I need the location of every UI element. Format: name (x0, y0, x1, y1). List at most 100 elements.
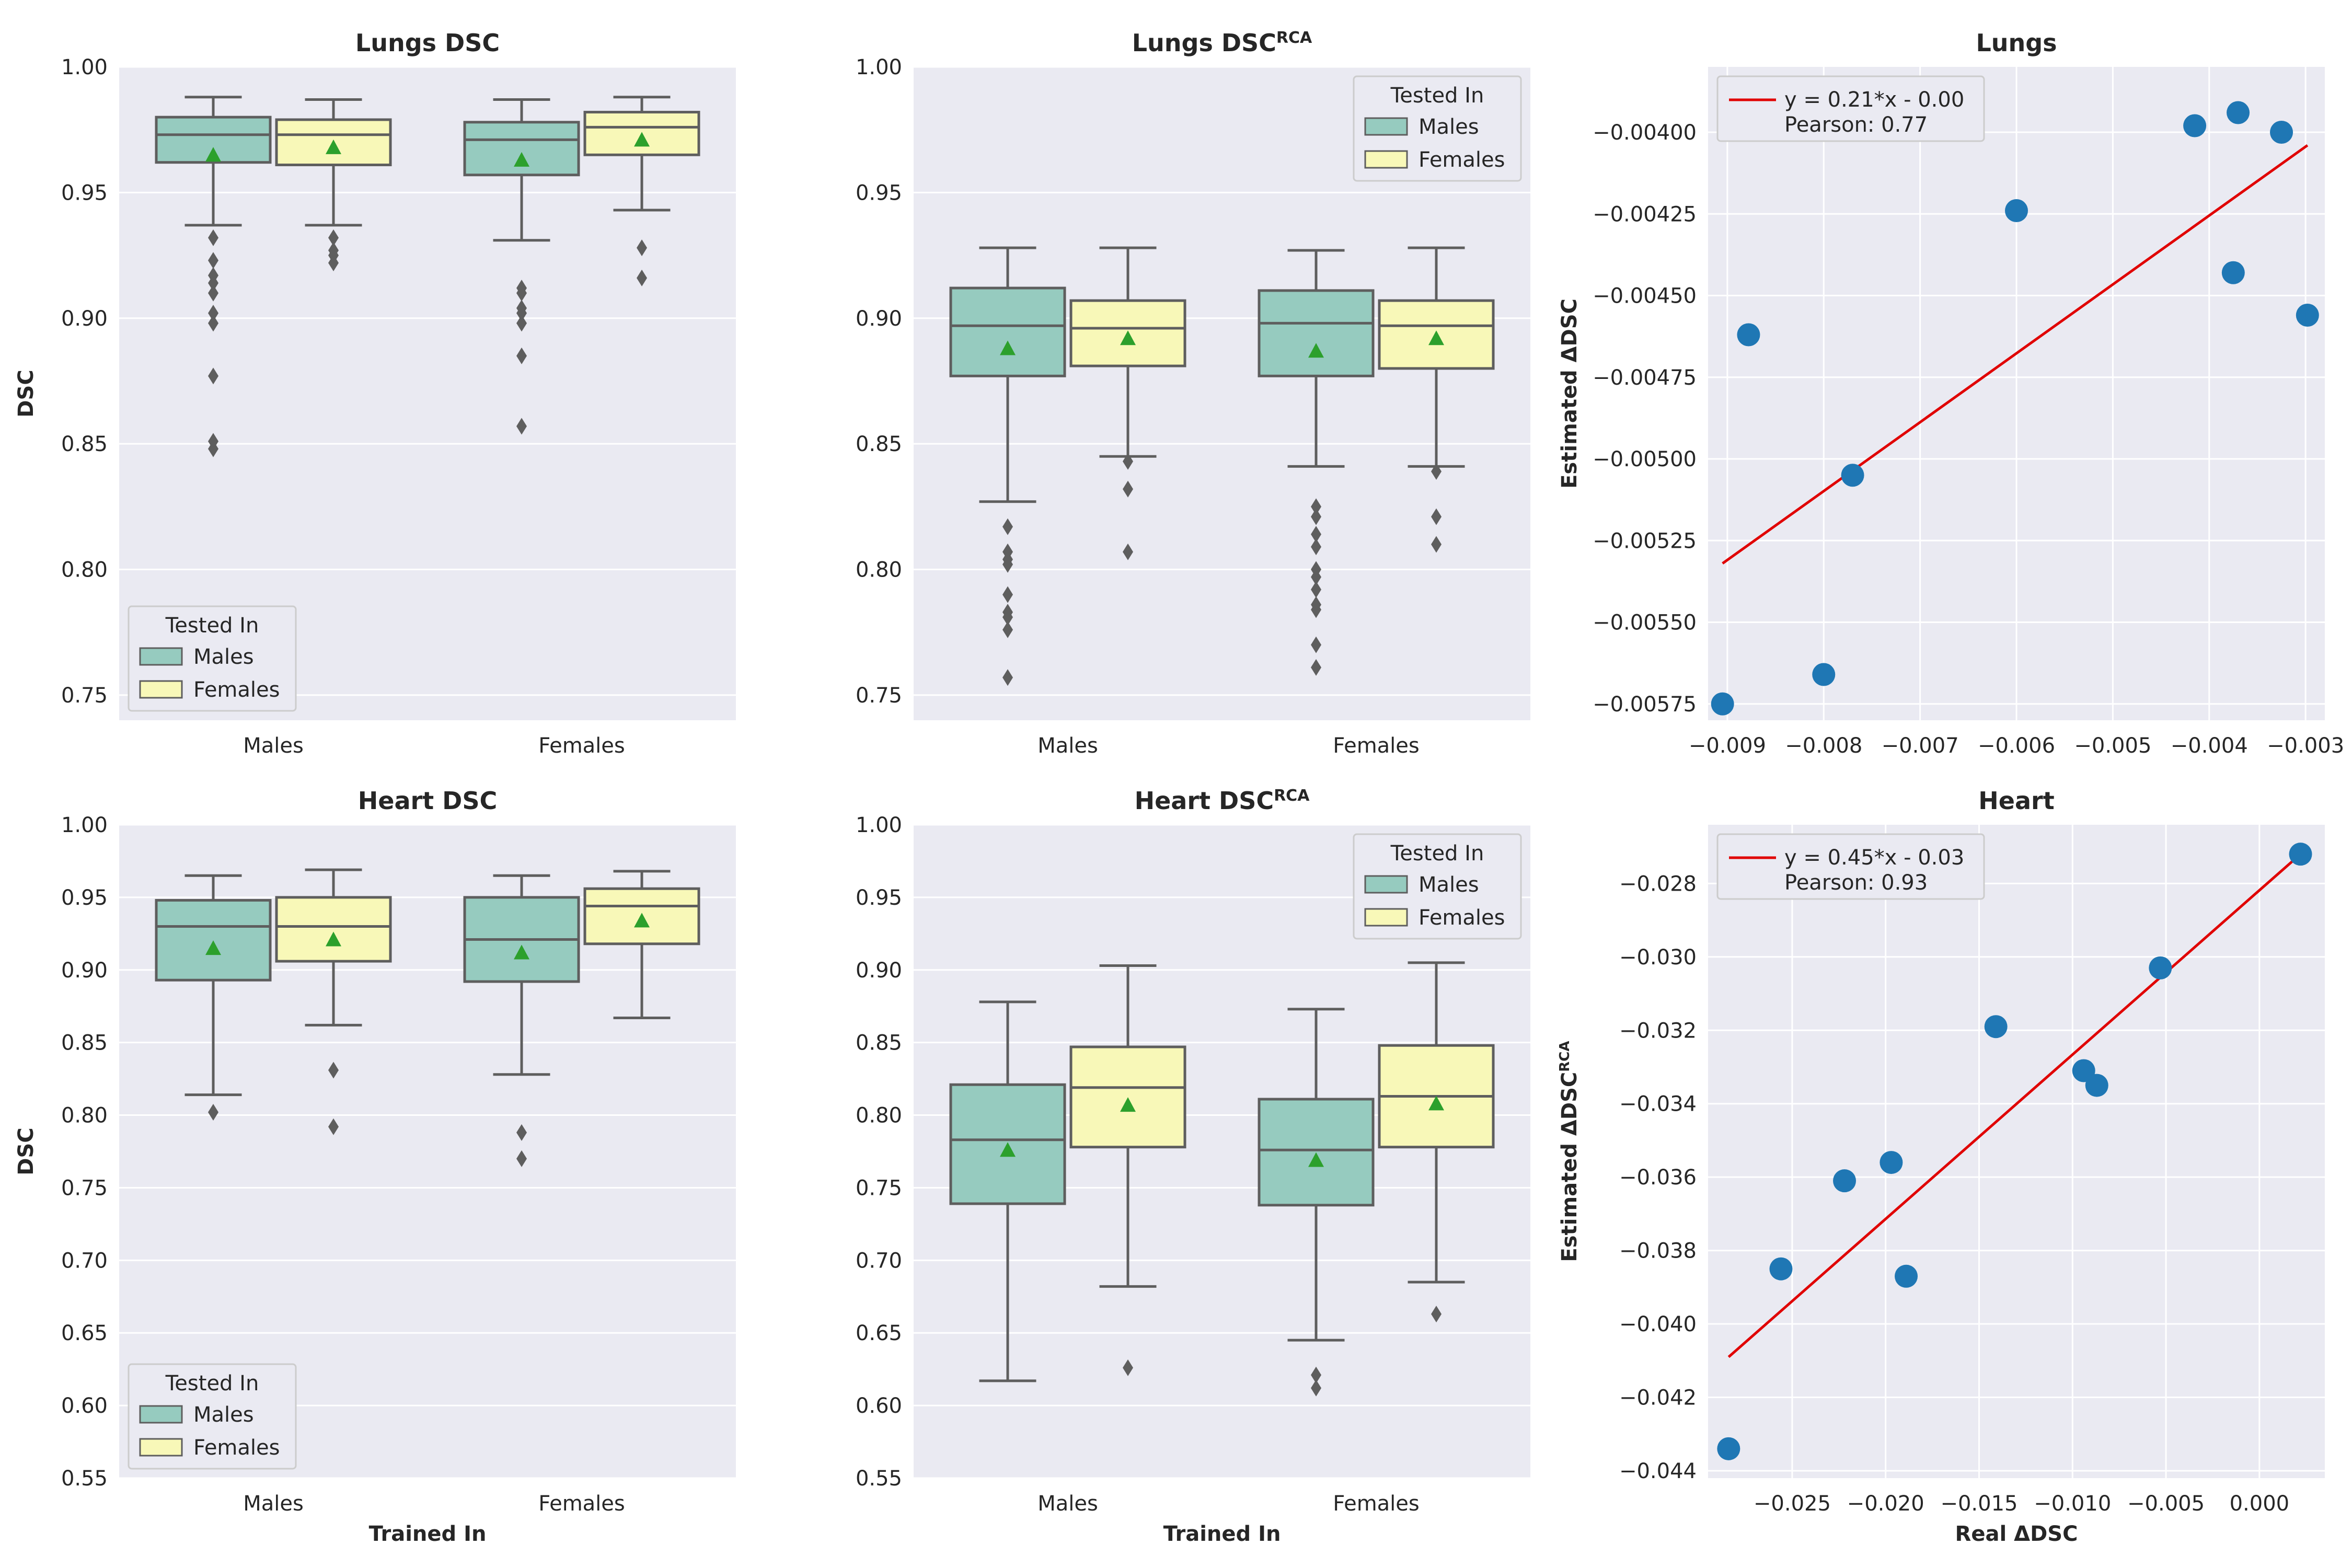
y-tick-label: 0.60 (61, 1394, 108, 1418)
box-females-tested-males (463, 98, 580, 435)
legend-frame (1716, 833, 1985, 900)
y-tick-label: −0.032 (1619, 1019, 1697, 1043)
ylabel-superscript: RCA (1557, 1041, 1573, 1071)
outlier-point (1002, 669, 1013, 686)
plot-area: −0.044 −0.042 −0.040 −0.038 −0.036 −0.034 −0.0… (1619, 825, 2325, 1516)
y-tick-label: 0.85 (856, 1031, 902, 1055)
box-females-tested-females (583, 870, 700, 1019)
outlier-point (208, 229, 218, 246)
y-tick-label: 0.85 (61, 432, 108, 456)
x-tick-label: −0.010 (2034, 1492, 2111, 1516)
tick-labels: 0.75 0.80 0.85 0.90 0.95 1.00 Males Females (61, 55, 625, 758)
scatter-point (2072, 1059, 2095, 1082)
y-axis-label: Estimated ΔDSCRCA (1557, 1041, 1582, 1262)
scatter-point (2289, 843, 2312, 866)
legend-title: Tested In (1390, 84, 1484, 108)
legend: Tested In Males Females (1353, 75, 1522, 182)
outlier-point (208, 315, 218, 332)
x-axis-label: Trained In (1163, 1522, 1281, 1546)
mean-marker (326, 139, 341, 154)
x-tick-label: −0.025 (1754, 1492, 1831, 1516)
x-tick-label: Males (243, 734, 304, 758)
outlier-point (1311, 538, 1321, 556)
box-iqr (1258, 289, 1375, 377)
legend-swatch-females (139, 1438, 183, 1457)
panel-lungs-dsc: 0.75 0.80 0.85 0.90 0.95 1.00 Males Females Lun… (14, 29, 736, 758)
outlier-point (1311, 601, 1321, 618)
y-tick-label: −0.044 (1619, 1459, 1697, 1483)
title-main: Lungs DSC (355, 29, 500, 57)
outlier-point (328, 1062, 339, 1079)
outlier-point (1431, 1306, 1442, 1323)
box-females-tested-females (583, 96, 700, 286)
legend: Tested In Males Females (1353, 833, 1522, 940)
y-tick-label: 0.60 (856, 1394, 902, 1418)
box-males-tested-females (1069, 246, 1186, 560)
y-tick-label: −0.00400 (1593, 121, 1697, 145)
y-tick-label: 0.95 (856, 181, 902, 205)
x-axis-label: Trained In (369, 1522, 487, 1546)
gridlines (1708, 825, 2325, 1478)
y-tick-label: −0.036 (1619, 1166, 1697, 1190)
box-males-tested-females (275, 98, 392, 271)
legend-label-males: Males (1419, 873, 1479, 897)
x-tick-label: Females (1333, 734, 1419, 758)
mean-marker (634, 913, 650, 928)
scatter-point (1812, 663, 1836, 686)
title-main: Lungs (1976, 29, 2057, 57)
title-main: Heart (1978, 787, 2054, 815)
outlier-point (1311, 659, 1321, 676)
y-tick-label: −0.00450 (1593, 284, 1697, 308)
scatter-points (1717, 843, 2312, 1460)
axes-background (1708, 825, 2325, 1478)
x-tick-label: −0.020 (1847, 1492, 1924, 1516)
title-main: Heart DSC (358, 787, 498, 815)
plot-area: 0.75 0.80 0.85 0.90 0.95 1.00 Males Females (856, 55, 1530, 758)
legend-label-females: Females (193, 678, 280, 702)
y-tick-label: 0.80 (61, 558, 108, 582)
panel-heart-scatter: −0.044 −0.042 −0.040 −0.038 −0.036 −0.034 −0.0… (1557, 787, 2325, 1546)
panel-title: Lungs DSCRCA (1132, 29, 1312, 57)
mean-marker (514, 944, 529, 960)
box-females-tested-females (1378, 961, 1495, 1323)
y-axis-label: DSC (14, 1127, 38, 1175)
ylabel-main: Estimated ΔDSC (1558, 298, 1582, 489)
x-tick-label: Males (1037, 1492, 1098, 1516)
outlier-point (516, 305, 527, 322)
y-tick-label: 0.90 (61, 307, 108, 331)
y-tick-label: 1.00 (61, 813, 108, 837)
legend-equation: y = 0.21*x - 0.00 (1784, 88, 1964, 112)
outlier-point (1311, 581, 1321, 598)
panel-title: Heart (1978, 787, 2054, 815)
box-iqr (463, 121, 580, 177)
legend-label-females: Females (193, 1436, 280, 1460)
y-tick-label: 0.85 (856, 432, 902, 456)
mean-marker (1000, 340, 1016, 355)
box-iqr (155, 898, 272, 982)
outlier-point (1002, 586, 1013, 603)
scatter-point (2227, 101, 2250, 124)
y-tick-label: 0.75 (61, 1176, 108, 1200)
y-tick-label: 1.00 (61, 55, 108, 79)
regression-line (1727, 853, 2302, 1358)
legend-swatch-females (1364, 150, 1408, 169)
y-tick-label: 0.80 (856, 1104, 902, 1128)
outlier-point (328, 229, 339, 246)
legend-label-males: Males (193, 645, 254, 669)
tick-labels: 0.55 0.60 0.65 0.70 0.75 0.80 0.85 0.90 0.95 1.00… (61, 813, 625, 1516)
panel-lungs-scatter: −0.00575 −0.00550 −0.00525 −0.00500 −0.00475… (1558, 29, 2344, 758)
outlier-point (208, 284, 218, 302)
plot-area: −0.00575 −0.00550 −0.00525 −0.00500 −0.00475… (1593, 67, 2344, 758)
outlier-point (516, 347, 527, 364)
regression-line (1722, 144, 2309, 565)
boxes (949, 246, 1495, 686)
y-tick-label: 0.80 (856, 558, 902, 582)
outlier-point (1002, 608, 1013, 626)
y-tick-label: 0.95 (61, 181, 108, 205)
scatter-point (2221, 261, 2245, 284)
y-tick-label: 0.65 (61, 1321, 108, 1345)
outlier-point (516, 1150, 527, 1167)
outlier-point (328, 1118, 339, 1135)
outlier-point (1311, 1366, 1321, 1383)
mean-marker (205, 940, 221, 955)
